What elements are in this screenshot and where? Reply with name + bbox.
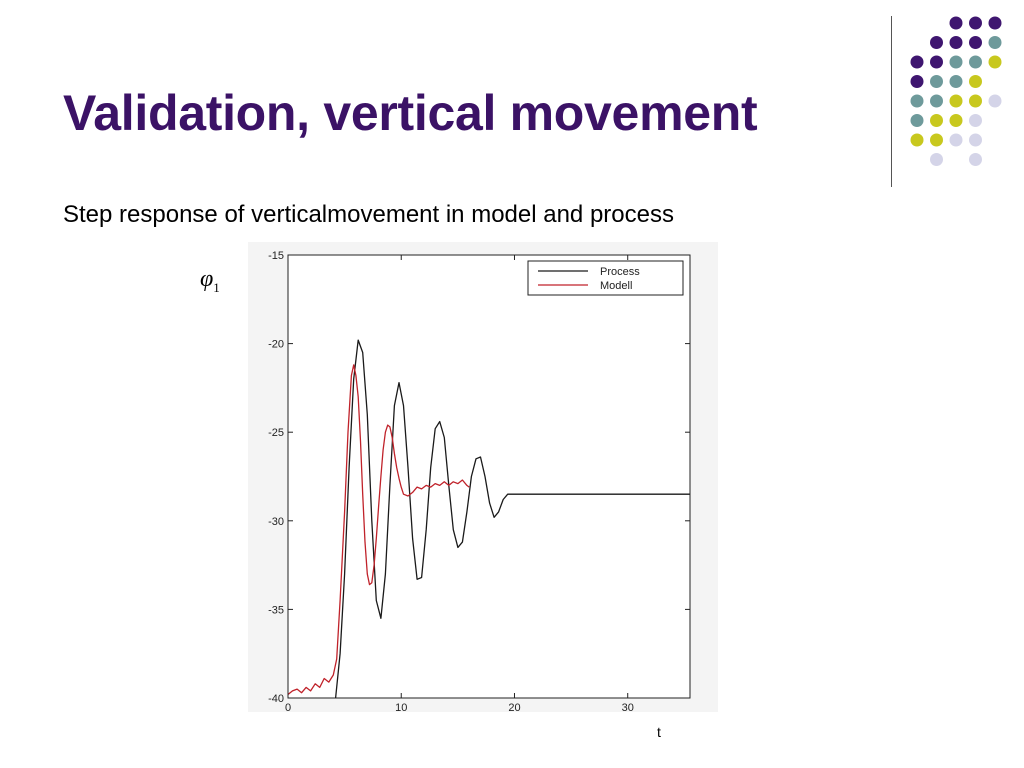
legend-box [527,260,684,296]
decorative-dot [930,55,943,69]
decorative-dot [930,75,943,88]
decorative-dot [988,55,1002,69]
chart-legend: Process Modell [527,260,684,296]
decorative-dot [949,94,963,108]
decorative-dot [930,36,943,49]
decorative-dot [930,94,943,108]
decorative-dot [949,75,963,88]
decorative-dot [969,114,982,127]
decorative-dot [969,16,982,30]
decorative-dot [910,114,924,127]
y-axis-label: φ [200,266,214,292]
x-tick-label: 30 [622,702,634,714]
y-axis-label-subscript: 1 [213,279,220,295]
slide-subtitle: Step response of verticalmovement in mod… [63,201,674,228]
x-tick-label: 0 [285,702,291,714]
step-response-chart: -15 -20 -25 -30 -35 -400 10 20 30 Process Modell [248,242,718,714]
decorative-dot [949,133,963,147]
y-tick-label: -40 [268,693,284,705]
decorative-dot [930,153,943,166]
decorative-dot [969,133,982,147]
x-axis-label: t [657,724,661,740]
title-divider [891,16,892,187]
decorative-dot [949,36,963,49]
decorative-dot [988,16,1002,30]
y-tick-label: -25 [268,427,284,439]
decorative-dot [969,36,982,49]
legend-label: Process [600,266,640,278]
y-tick-label: -30 [268,516,284,528]
series-line-process [334,339,690,698]
decorative-dot [910,75,924,88]
decorative-dot [910,133,924,147]
legend-label: Modell [600,280,632,292]
decorative-dot [969,75,982,88]
x-tick-label: 10 [395,702,407,714]
decorative-dot [969,94,982,108]
decorative-dot [949,16,963,30]
y-tick-label: -35 [268,604,284,616]
y-tick-label: -15 [268,250,284,262]
decorative-dot [949,55,963,69]
decorative-dot [910,55,924,69]
decorative-dot [949,114,963,127]
y-axis-symbol: φ1 [200,266,220,296]
x-tick-label: 20 [508,702,520,714]
plot-area [288,255,690,698]
y-tick-label: -20 [268,339,284,351]
decorative-dot [988,94,1002,108]
decorative-dot [988,36,1002,49]
plot-frame [287,254,691,699]
slide-title: Validation, vertical movement [63,85,758,141]
decorative-dot [910,94,924,108]
decorative-dot [969,55,982,69]
decorative-dot [930,133,943,147]
decorative-dot [969,153,982,166]
decorative-dot [930,114,943,127]
series-line-modell [288,364,470,696]
